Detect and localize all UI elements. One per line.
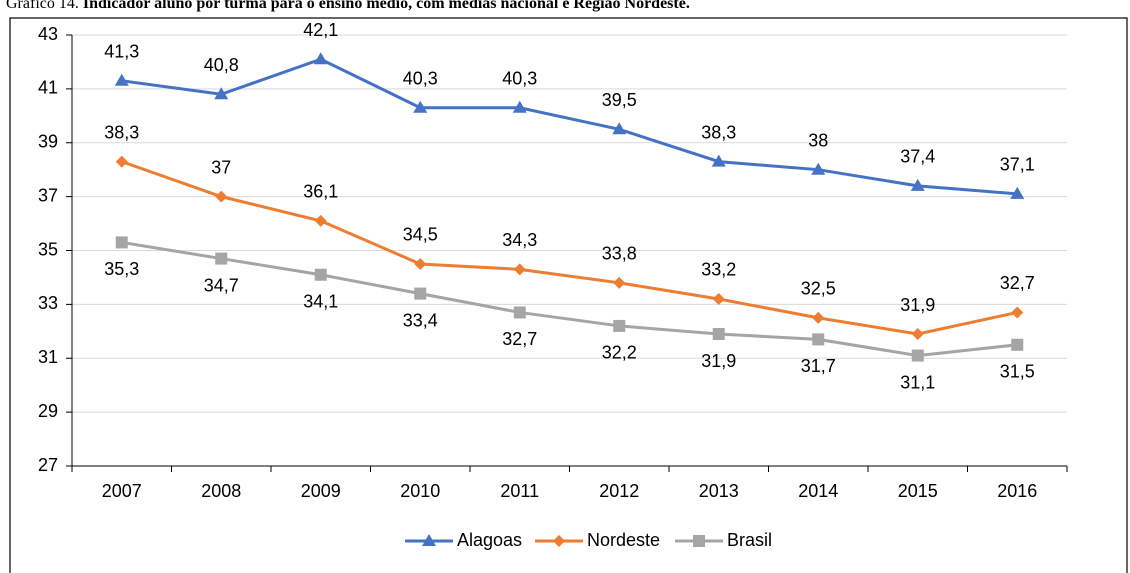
legend-label: Nordeste [587,530,660,550]
data-label: 31,1 [900,372,935,392]
marker [513,306,526,319]
legend-label: Alagoas [457,530,522,550]
legend-marker [553,535,565,547]
marker [812,311,825,324]
legend-marker [422,534,436,546]
marker [414,287,427,300]
y-tick-label: 27 [38,455,58,475]
chart-title: Gráfico 14. Indicador aluno por turma pa… [6,0,690,12]
x-tick-label: 2016 [997,481,1037,501]
chart-frame [9,17,1128,573]
marker [613,319,626,332]
data-label: 38 [808,130,828,150]
data-label: 32,7 [502,329,537,349]
marker [513,263,526,276]
x-tick-label: 2010 [400,481,440,501]
data-label: 32,7 [1000,273,1035,293]
y-tick-label: 29 [38,401,58,421]
marker [711,154,726,167]
marker [314,268,327,281]
data-label: 34,1 [303,291,338,311]
data-label: 38,3 [701,122,736,142]
title-label: Gráfico 14. [6,0,79,12]
x-tick-label: 2007 [102,481,142,501]
data-label: 40,3 [403,68,438,88]
x-tick-label: 2011 [500,481,539,501]
y-tick-label: 35 [38,239,58,259]
marker [214,87,229,100]
marker [313,52,328,65]
marker [911,328,924,341]
data-label: 38,3 [104,122,139,142]
marker [712,328,725,341]
marker [1011,338,1024,351]
y-tick-label: 39 [38,132,58,152]
series-line [121,240,1018,358]
legend-marker [693,535,705,547]
title-text: Indicador aluno por turma para o ensino … [83,0,690,12]
data-label: 39,5 [602,90,637,110]
marker [1010,186,1025,199]
data-label: 31,9 [701,351,736,371]
y-tick-label: 43 [38,24,58,44]
x-tick-label: 2015 [898,481,938,501]
marker [911,349,924,362]
x-tick-label: 2009 [301,481,341,501]
y-tick-label: 31 [38,347,58,367]
x-tick-label: 2013 [699,481,739,501]
y-tick-label: 33 [38,293,58,313]
data-label: 34,5 [403,225,438,245]
data-label: 32,2 [602,343,637,363]
data-label: 35,3 [104,259,139,279]
data-label: 36,1 [303,182,338,202]
data-label: 34,7 [204,275,239,295]
data-label: 41,3 [104,42,139,62]
marker [613,276,626,289]
data-label: 32,5 [801,279,836,299]
marker [512,100,527,113]
data-label: 40,8 [204,55,239,75]
x-tick-label: 2008 [201,481,241,501]
marker [114,73,129,86]
marker [1011,306,1024,319]
series-line [121,160,1018,336]
y-tick-label: 37 [38,185,58,205]
data-label: 31,9 [900,295,935,315]
data-label: 31,7 [801,356,836,376]
data-label: 40,3 [502,68,537,88]
marker [115,236,128,249]
legend-label: Brasil [727,530,772,550]
marker [712,292,725,305]
marker [612,122,627,135]
data-label: 33,4 [403,310,438,330]
marker [314,214,327,227]
data-label: 31,5 [1000,362,1035,382]
marker [413,100,428,113]
data-label: 37 [211,157,231,177]
marker [215,252,228,265]
data-label: 33,2 [701,260,736,280]
marker [811,162,826,175]
data-label: 37,1 [1000,155,1035,175]
marker [414,257,427,270]
series-line [121,57,1018,196]
x-tick-label: 2012 [599,481,639,501]
data-label: 37,4 [900,147,935,167]
marker [812,333,825,346]
data-label: 42,1 [303,20,338,40]
data-label: 34,3 [502,230,537,250]
marker [215,190,228,203]
marker [115,155,128,168]
marker [910,178,925,191]
x-tick-label: 2014 [798,481,838,501]
y-tick-label: 41 [38,78,58,98]
data-label: 33,8 [602,244,637,264]
